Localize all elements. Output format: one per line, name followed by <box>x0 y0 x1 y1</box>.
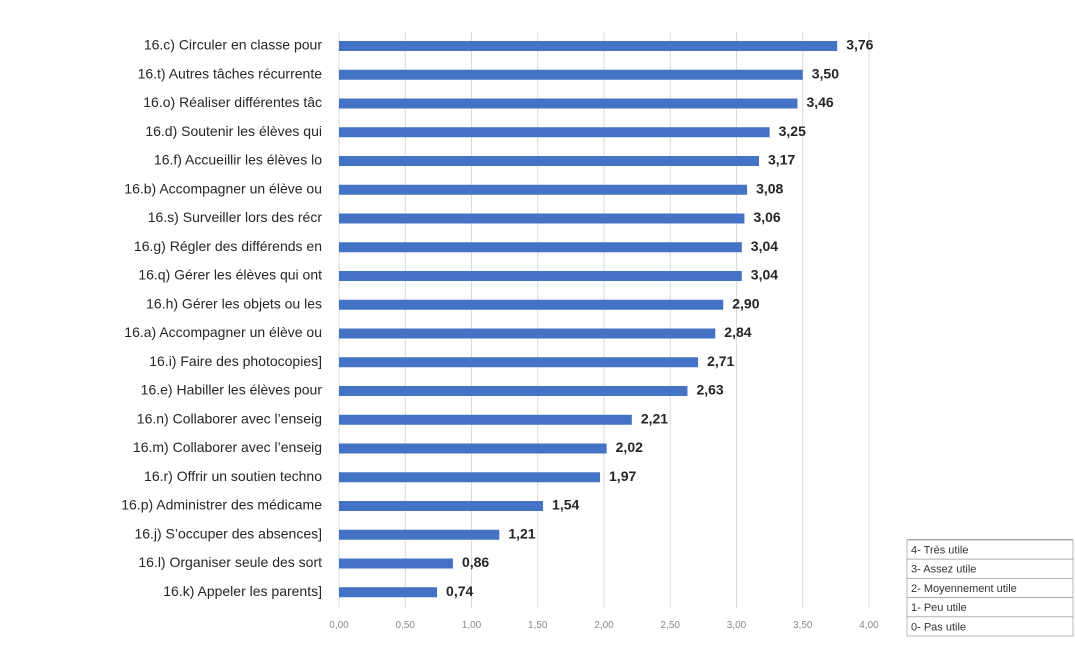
data-label: 3,76 <box>846 37 873 53</box>
bar <box>339 271 742 281</box>
bar <box>339 98 798 109</box>
x-tick-label: 3,50 <box>793 620 813 631</box>
x-tick-label: 1,50 <box>528 620 548 631</box>
category-label: 16.n) Collaborer avec l’enseig <box>137 410 322 426</box>
data-label: 3,50 <box>812 65 839 81</box>
category-label: 16.g) Régler des différends en <box>134 238 322 254</box>
x-tick-label: 2,00 <box>594 620 614 631</box>
bar <box>339 156 760 166</box>
category-label: 16.t) Autres tâches récurrente <box>138 65 323 81</box>
legend-item: 0- Pas utile <box>911 621 966 633</box>
data-label: 3,46 <box>806 94 833 110</box>
bar <box>339 41 838 51</box>
data-label: 2,71 <box>707 353 734 369</box>
data-label: 1,97 <box>609 468 636 484</box>
data-label: 2,84 <box>724 324 751 340</box>
x-tick-label: 3,00 <box>727 620 747 631</box>
bar <box>339 472 601 483</box>
data-label: 2,02 <box>616 439 643 455</box>
category-label: 16.c) Circuler en classe pour <box>144 37 323 53</box>
legend-item: 3- Assez utile <box>911 564 976 576</box>
bar <box>339 357 699 368</box>
data-label: 3,17 <box>768 152 795 168</box>
bar <box>339 184 748 195</box>
bar <box>339 386 688 396</box>
category-label: 16.j) S’occuper des absences] <box>134 525 322 541</box>
data-label: 1,54 <box>552 497 579 513</box>
x-tick-label: 0,50 <box>396 620 416 631</box>
category-label: 16.q) Gérer les élèves qui ont <box>138 267 322 283</box>
bar <box>339 213 745 224</box>
bar <box>339 414 632 425</box>
category-label: 16.r) Offrir un soutien techno <box>144 468 322 484</box>
x-tick-label: 2,50 <box>661 620 681 631</box>
bar <box>339 443 607 454</box>
data-label: 3,04 <box>751 267 778 283</box>
x-tick-label: 4,00 <box>859 620 879 631</box>
data-label: 0,86 <box>462 554 489 570</box>
category-label: 16.e) Habiller les élèves pour <box>141 382 323 398</box>
legend-item: 1- Peu utile <box>911 602 967 614</box>
bar <box>339 242 742 253</box>
category-label: 16.m) Collaborer avec l’enseig <box>133 439 322 455</box>
bar <box>339 501 544 511</box>
data-label: 0,74 <box>446 583 473 599</box>
category-label: 16.b) Accompagner un élève ou <box>124 180 322 196</box>
category-label: 16.k) Appeler les parents] <box>163 583 322 599</box>
category-label: 16.i) Faire des photocopies] <box>149 353 322 369</box>
bar <box>339 328 716 339</box>
category-label: 16.f) Accueillir les élèves lo <box>154 152 322 168</box>
data-label: 2,21 <box>641 410 668 426</box>
x-tick-label: 0,00 <box>329 620 349 631</box>
bar <box>339 529 500 540</box>
data-label: 3,04 <box>751 238 778 254</box>
category-label: 16.a) Accompagner un élève ou <box>124 324 322 340</box>
bar <box>339 587 438 598</box>
data-label: 3,08 <box>756 180 783 196</box>
category-label: 16.d) Soutenir les élèves qui <box>145 123 322 139</box>
data-label: 2,63 <box>696 382 723 398</box>
bar <box>339 69 803 80</box>
data-label: 2,90 <box>732 295 759 311</box>
legend-row <box>906 616 1074 637</box>
x-tick-label: 1,00 <box>462 620 482 631</box>
bar <box>339 299 724 310</box>
data-label: 3,06 <box>753 209 780 225</box>
category-label: 16.o) Réaliser différentes tâc <box>143 94 322 110</box>
bar <box>339 127 770 138</box>
category-label: 16.l) Organiser seule des sort <box>138 554 322 570</box>
bar <box>339 558 453 569</box>
legend-item: 4- Très utile <box>911 545 968 557</box>
data-label: 1,21 <box>508 525 535 541</box>
category-label: 16.s) Surveiller lors des récr <box>148 209 323 225</box>
category-label: 16.p) Administrer des médicame <box>121 497 322 513</box>
legend-item: 2- Moyennement utile <box>911 583 1017 595</box>
data-label: 3,25 <box>779 123 806 139</box>
category-label: 16.h) Gérer les objets ou les <box>146 295 322 311</box>
